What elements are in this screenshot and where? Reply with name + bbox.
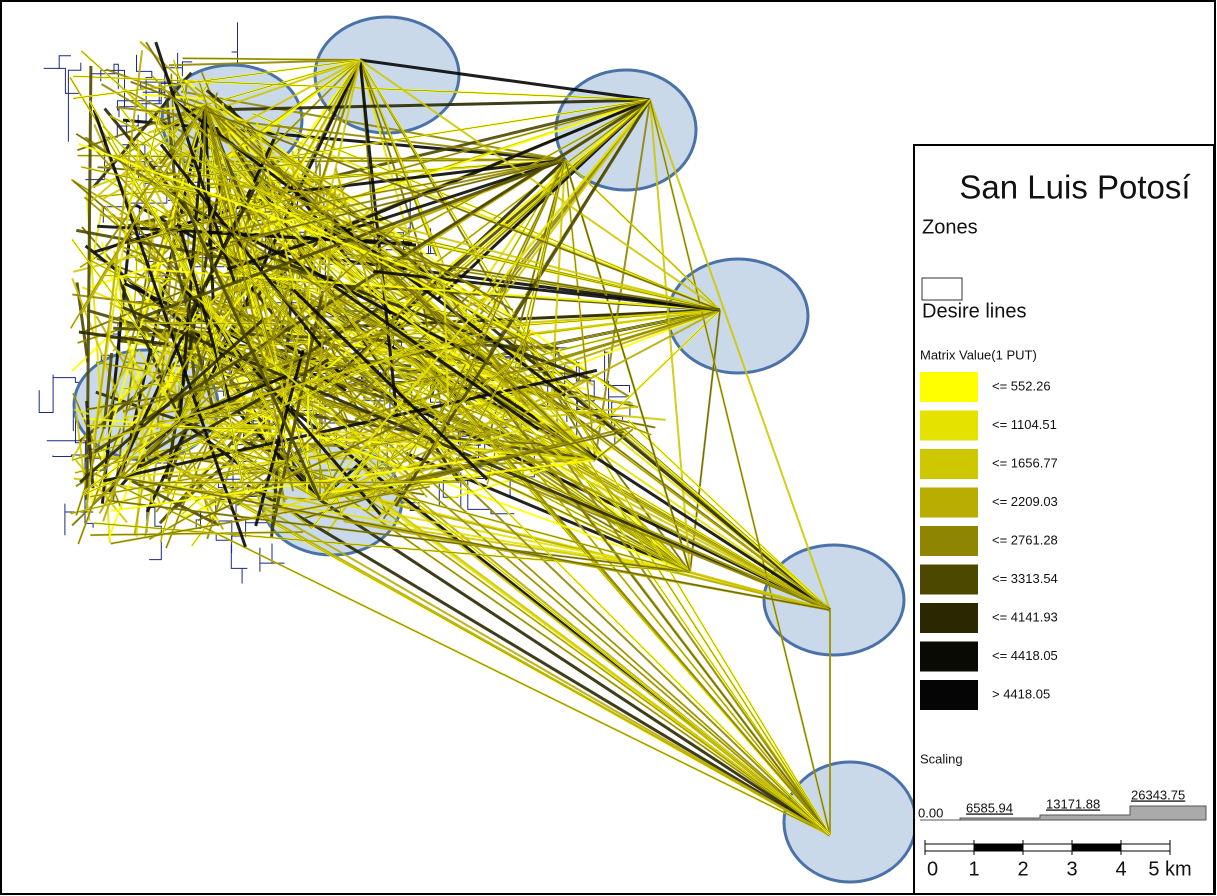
legend-box [914, 145, 1214, 894]
scale-tick-label: 1 [968, 858, 979, 880]
map-figure: San Luis Potosí Zones Desire lines Matri… [0, 0, 1217, 896]
class-label: <= 4141.93 [992, 609, 1058, 624]
class-swatch [920, 642, 978, 672]
scale-bar-segment [974, 844, 1023, 851]
class-swatch [920, 411, 978, 441]
class-label: <= 2209.03 [992, 494, 1058, 509]
scaling-tick: 26343.75 [1131, 787, 1185, 802]
scaling-tick: 6585.94 [966, 800, 1013, 815]
scale-bar-outline [925, 844, 1170, 851]
class-swatch [920, 680, 978, 710]
scaling-label: Scaling [920, 751, 963, 766]
class-label: <= 1656.77 [992, 455, 1058, 470]
class-swatch [920, 372, 978, 402]
scale-tick-label: 0 [927, 858, 938, 880]
scale-tick-label: 4 [1115, 858, 1126, 880]
scale-tick-label: 3 [1066, 858, 1077, 880]
desire-lines-label: Desire lines [922, 300, 1026, 322]
class-swatch [920, 449, 978, 479]
class-swatch [920, 488, 978, 518]
scaling-tick: 13171.88 [1046, 796, 1100, 811]
class-swatch [920, 565, 978, 595]
legend-title: San Luis Potosí [959, 169, 1190, 206]
scale-tick-label: 2 [1017, 858, 1028, 880]
class-swatch [920, 603, 978, 633]
class-swatch [920, 526, 978, 556]
zones-label: Zones [922, 216, 978, 238]
class-label: > 4418.05 [992, 686, 1050, 701]
class-label: <= 4418.05 [992, 648, 1058, 663]
class-label: <= 1104.51 [992, 417, 1057, 432]
zone-swatch [922, 278, 962, 300]
scale-bar-segment [1072, 844, 1121, 851]
page: San Luis Potosí Zones Desire lines Matri… [0, 0, 1217, 896]
cluster-circle [315, 17, 459, 133]
scaling-tick: 0.00 [918, 805, 943, 820]
class-label: <= 3313.54 [992, 571, 1058, 586]
class-label: <= 2761.28 [992, 532, 1058, 547]
legend: San Luis Potosí Zones Desire lines Matri… [914, 145, 1214, 894]
scale-tick-label: 5 km [1148, 858, 1191, 880]
class-label: <= 552.26 [992, 378, 1051, 393]
matrix-label: Matrix Value(1 PUT) [920, 347, 1037, 362]
